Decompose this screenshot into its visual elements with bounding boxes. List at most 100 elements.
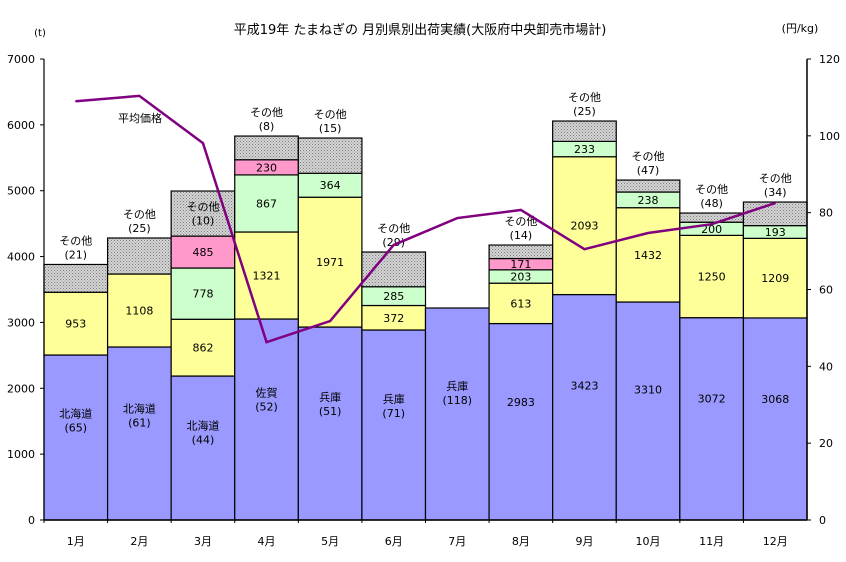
segment-label: 1432: [634, 249, 662, 262]
y2-tick-label: 100: [819, 130, 840, 143]
bar-stack-4: 佐賀(52) 1321 867 230 その他(8): [234, 106, 299, 521]
segment-label: (47): [637, 164, 660, 177]
bar-segment-second: [297, 196, 363, 328]
segment-label: (65): [64, 421, 87, 434]
segment-label: その他: [250, 106, 283, 119]
bar-segment-second: [106, 273, 172, 348]
segment-label: その他: [186, 201, 219, 214]
segment-label: 2983: [507, 396, 535, 409]
y-tick-label: 5000: [7, 185, 35, 198]
segment-label: 171: [510, 258, 531, 271]
bar-segment-other: [552, 120, 617, 142]
bar-stack-12: 3068 1209 193 その他(34): [742, 172, 808, 521]
segment-label: 1971: [316, 256, 344, 269]
bar-stack-7: 兵庫(118): [424, 307, 490, 521]
y2-tick-label: 0: [819, 514, 826, 527]
bar-segment-base: [297, 326, 363, 521]
bar-segment-second: [43, 291, 109, 356]
bar-segment-base: [234, 318, 299, 521]
price-line: [75, 94, 776, 344]
bar-segment-base: [679, 317, 745, 521]
price-point: [265, 341, 268, 343]
price-point: [138, 95, 141, 97]
segment-label: その他: [504, 215, 537, 228]
segment-label: (44): [192, 434, 215, 447]
segment-label: 867: [256, 197, 277, 210]
x-tick-label: 2月: [130, 535, 148, 548]
segment-label: (25): [128, 222, 151, 235]
bar-segment-other: [43, 263, 109, 293]
y-tick-label: 1000: [7, 448, 35, 461]
segment-label: 485: [192, 246, 213, 259]
segment-label: 2093: [570, 220, 598, 233]
segment-label: (118): [442, 394, 472, 407]
bar-stack-1: 北海道(65) 953 その他(21): [43, 234, 109, 521]
price-point: [329, 320, 331, 322]
segment-label: 613: [510, 297, 531, 310]
bar-segment-second: [615, 207, 681, 303]
segment-label: 1108: [125, 305, 153, 318]
segment-label: (21): [64, 248, 87, 261]
chart-title: 平成19年 たまねぎの 月別県別出荷実績(大阪府中央卸売市場計): [234, 22, 607, 38]
y2-tick-label: 20: [819, 437, 833, 450]
segment-label: 兵庫: [383, 392, 405, 406]
segment-label: 兵庫: [446, 379, 468, 393]
segment-label: (51): [319, 405, 342, 418]
bar-segment-base: [615, 301, 681, 521]
bar-stack-6: 兵庫(71) 372 285 その他(29): [361, 222, 427, 521]
bar-segment-base: [742, 317, 808, 521]
segment-label: 364: [320, 179, 341, 192]
segment-label: 862: [192, 342, 213, 355]
segment-label: 953: [65, 318, 86, 331]
bar-segment-second: [679, 234, 745, 319]
segment-label: 3068: [761, 393, 789, 406]
segment-label: (48): [700, 197, 723, 210]
bar-segment-base: [552, 293, 617, 521]
bar-segment-other: [361, 251, 427, 288]
y2-tick-label: 40: [819, 360, 833, 373]
y2-axis-label: (円/kg): [782, 22, 819, 35]
segment-label: 3072: [698, 393, 726, 406]
axes-layer: 1月 2月 3月 4月 5月 6月 7月 8月 9月 10月 11月 12月0100020003000…: [7, 53, 840, 548]
segment-label: (52): [255, 400, 278, 413]
segment-label: 3310: [634, 384, 662, 397]
bar-segment-other: [297, 137, 363, 174]
y2-tick-label: 60: [819, 284, 833, 297]
y-tick-label: 2000: [7, 382, 35, 395]
segment-label: 778: [192, 288, 213, 301]
x-tick-label: 11月: [699, 535, 724, 548]
segment-label: その他: [59, 234, 92, 247]
segment-label: 285: [383, 290, 404, 303]
y-tick-label: 3000: [7, 316, 35, 329]
price-point: [710, 223, 713, 225]
price-point: [583, 248, 586, 250]
segment-label: (10): [192, 215, 215, 228]
y-tick-label: 7000: [7, 53, 35, 66]
segment-label: その他: [377, 222, 410, 235]
y-tick-label: 0: [28, 514, 35, 527]
segment-label: 1209: [761, 272, 789, 285]
segment-label: 372: [383, 312, 404, 325]
bar-segment-other: [742, 201, 808, 227]
bar-segment-other: [615, 179, 681, 193]
price-point: [392, 244, 395, 246]
segment-label: 1250: [698, 271, 726, 284]
segment-label: その他: [632, 150, 665, 163]
x-tick-label: 4月: [258, 535, 276, 548]
bar-stack-2: 北海道(61) 1108 その他(25): [106, 208, 172, 521]
price-line-layer: 平均価格: [74, 94, 777, 344]
segment-label: 1321: [253, 270, 281, 283]
segment-label: 193: [765, 226, 786, 239]
x-tick-label: 9月: [575, 535, 593, 548]
price-point: [74, 100, 77, 103]
segment-label: 233: [574, 143, 595, 156]
segment-label: 230: [256, 161, 277, 174]
bar-stack-3: 北海道(44) 862 778 485 その他(10): [170, 190, 236, 521]
y2-tick-label: 80: [819, 207, 833, 220]
segment-label: (14): [510, 229, 533, 242]
x-tick-label: 6月: [385, 535, 403, 548]
price-point: [647, 232, 649, 234]
